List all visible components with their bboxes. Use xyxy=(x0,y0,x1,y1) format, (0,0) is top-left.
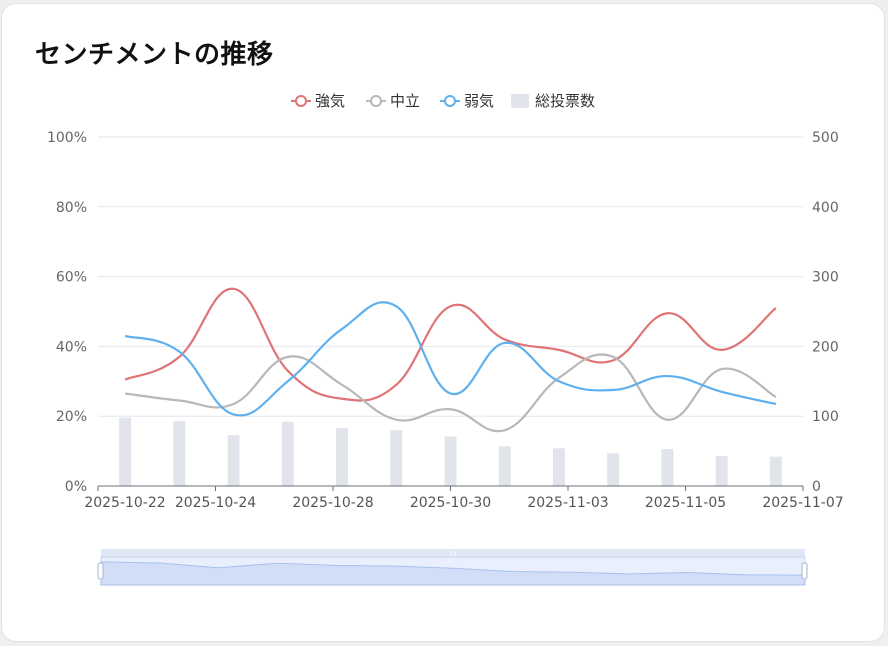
series-line-1 xyxy=(124,353,777,433)
bar-total-votes xyxy=(444,436,457,486)
y-left-tick-label: 0% xyxy=(65,479,87,495)
x-tick-label: 2025-10-28 xyxy=(292,495,373,511)
chart-grid xyxy=(98,136,803,417)
x-tick-label: 2025-10-24 xyxy=(175,495,256,511)
bar-total-votes xyxy=(281,421,294,486)
zoom-top-bar xyxy=(101,549,805,557)
legend-bar-swatch xyxy=(511,94,529,108)
bar-total-votes xyxy=(769,456,782,486)
y-right-tick-label: 500 xyxy=(812,130,839,146)
bar-total-votes xyxy=(173,421,186,486)
y-left-tick-label: 80% xyxy=(56,200,87,216)
bar-total-votes xyxy=(715,455,728,486)
legend-circle-swatch xyxy=(370,95,382,107)
bar-total-votes xyxy=(552,448,565,486)
legend-label: 弱気 xyxy=(464,92,494,110)
zoom-left-handle[interactable] xyxy=(97,562,104,580)
bar-total-votes xyxy=(227,435,240,486)
y-left-tick-label: 100% xyxy=(47,130,87,146)
legend-label: 強気 xyxy=(315,92,345,110)
bar-total-votes xyxy=(336,428,349,486)
y-right-tick-label: 200 xyxy=(812,339,839,355)
y-left-tick-label: 60% xyxy=(56,270,87,286)
y-right-tick-label: 100 xyxy=(812,409,839,425)
zoom-right-handle[interactable] xyxy=(801,562,808,580)
bar-series xyxy=(119,417,782,486)
bar-total-votes xyxy=(661,449,674,486)
zoom-slider[interactable]: ||| xyxy=(97,549,808,586)
zoom-mini-area xyxy=(100,561,806,586)
page-title: センチメントの推移 xyxy=(35,40,274,70)
x-tick-label: 2025-11-07 xyxy=(762,495,843,511)
y-right-tick-label: 0 xyxy=(812,479,821,495)
line-series xyxy=(124,287,777,433)
legend-circle-swatch xyxy=(295,95,307,107)
legend-circle-swatch xyxy=(444,95,456,107)
zoom-grip-dots: ||| xyxy=(449,550,456,558)
bar-total-votes xyxy=(390,430,403,486)
y-right-tick-label: 300 xyxy=(812,270,839,286)
y-left-tick-label: 20% xyxy=(56,409,87,425)
series-line-0 xyxy=(124,287,777,402)
y-right-tick-label: 400 xyxy=(812,200,839,216)
bar-total-votes xyxy=(119,417,132,486)
bar-total-votes xyxy=(498,446,511,486)
legend-label: 総投票数 xyxy=(535,92,595,110)
chart-legend: 強気 中立 弱気 総投票数 xyxy=(291,92,595,110)
x-tick-label: 2025-10-30 xyxy=(410,495,491,511)
sentiment-card: センチメントの推移 xyxy=(2,4,884,641)
chart-axes: 0% 0 20% 100 40% 200 60% 300 80% 400 100% 500 2025-1… xyxy=(47,130,844,511)
legend-label: 中立 xyxy=(390,92,420,110)
x-tick-label: 2025-10-22 xyxy=(84,495,165,511)
x-tick-label: 2025-11-05 xyxy=(645,495,726,511)
x-tick-label: 2025-11-03 xyxy=(527,495,608,511)
series-line-2 xyxy=(124,301,777,417)
y-left-tick-label: 40% xyxy=(56,339,87,355)
bar-total-votes xyxy=(607,453,620,486)
